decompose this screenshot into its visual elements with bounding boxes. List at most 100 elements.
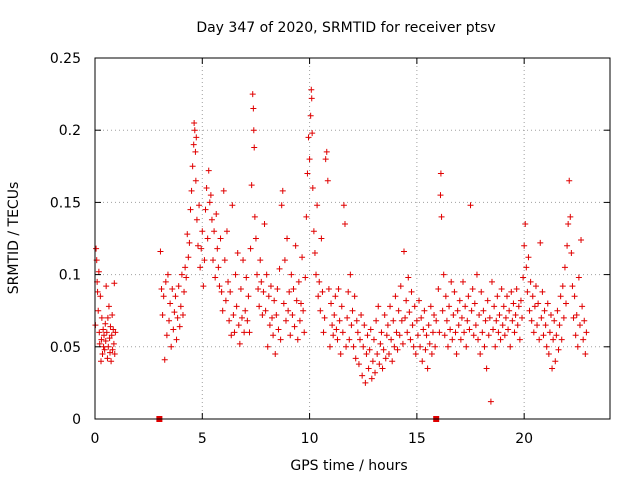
data-point	[546, 329, 553, 336]
data-point	[380, 346, 387, 353]
data-point	[278, 202, 285, 209]
data-point	[580, 336, 587, 343]
data-point	[306, 156, 313, 163]
data-point	[582, 351, 589, 358]
data-point	[277, 336, 284, 343]
data-point	[372, 369, 379, 376]
data-point	[542, 322, 549, 329]
data-point	[299, 254, 306, 261]
data-point	[407, 336, 414, 343]
data-point	[227, 288, 234, 295]
data-point	[280, 300, 287, 307]
data-point	[452, 329, 459, 336]
data-point	[171, 309, 178, 316]
data-point	[399, 340, 406, 347]
data-point	[309, 130, 316, 137]
data-point	[458, 314, 465, 321]
data-point	[294, 336, 301, 343]
data-point	[176, 323, 183, 330]
data-point	[556, 322, 563, 329]
data-point	[190, 141, 197, 148]
data-point	[261, 221, 268, 228]
data-point	[488, 278, 495, 285]
data-point	[535, 300, 542, 307]
data-point	[460, 278, 467, 285]
data-point	[285, 307, 292, 314]
data-point	[347, 271, 354, 278]
data-point	[213, 210, 220, 217]
data-point	[413, 317, 420, 324]
data-point	[505, 326, 512, 333]
data-point	[265, 293, 272, 300]
data-point	[104, 355, 111, 362]
data-point	[405, 274, 412, 281]
data-point	[443, 317, 450, 324]
data-point	[182, 264, 189, 271]
data-point	[512, 312, 519, 319]
data-point	[534, 322, 541, 329]
data-point	[554, 307, 561, 314]
data-point	[454, 307, 461, 314]
data-point	[564, 242, 571, 249]
data-point	[101, 346, 108, 353]
data-point	[502, 314, 509, 321]
data-point	[110, 340, 117, 347]
data-point	[390, 317, 397, 324]
data-point	[479, 329, 486, 336]
data-point	[428, 351, 435, 358]
data-point	[310, 228, 317, 235]
data-point	[240, 257, 247, 264]
data-point	[514, 322, 521, 329]
data-point	[271, 297, 278, 304]
data-point	[374, 351, 381, 358]
data-point	[284, 235, 291, 242]
data-point	[317, 307, 324, 314]
data-point	[361, 322, 368, 329]
data-point	[332, 293, 339, 300]
data-point	[477, 351, 484, 358]
data-point	[543, 343, 550, 350]
data-point	[158, 286, 165, 293]
data-point	[544, 300, 551, 307]
data-point	[183, 274, 190, 281]
data-point	[463, 343, 470, 350]
data-point	[246, 329, 253, 336]
data-point	[348, 322, 355, 329]
data-point	[359, 372, 366, 379]
data-point	[468, 307, 475, 314]
data-point	[102, 320, 109, 327]
data-point	[401, 248, 407, 255]
data-point	[381, 312, 388, 319]
data-point	[170, 326, 177, 333]
data-point	[575, 274, 582, 281]
data-point	[511, 329, 518, 336]
data-point	[192, 177, 199, 184]
x-axis-label: GPS time / hours	[290, 458, 407, 474]
data-point	[279, 187, 286, 194]
data-point	[464, 317, 471, 324]
data-point	[193, 134, 200, 141]
data-point	[355, 361, 362, 368]
data-point	[238, 314, 245, 321]
data-point	[181, 288, 188, 295]
data-point	[487, 398, 494, 405]
data-point	[178, 271, 185, 278]
data-point	[95, 268, 102, 275]
data-point	[552, 358, 559, 365]
data-point	[197, 264, 204, 271]
data-point	[259, 312, 266, 319]
data-point	[417, 343, 424, 350]
data-point	[304, 170, 311, 177]
data-point	[249, 91, 256, 98]
data-point	[108, 358, 115, 365]
data-point	[450, 312, 457, 319]
data-point	[470, 332, 477, 339]
data-point	[208, 216, 215, 223]
data-point	[307, 112, 314, 119]
data-point	[429, 329, 436, 336]
data-point	[192, 148, 199, 155]
data-point	[513, 286, 520, 293]
data-point	[517, 297, 524, 304]
data-point	[448, 278, 455, 285]
data-point	[485, 332, 492, 339]
